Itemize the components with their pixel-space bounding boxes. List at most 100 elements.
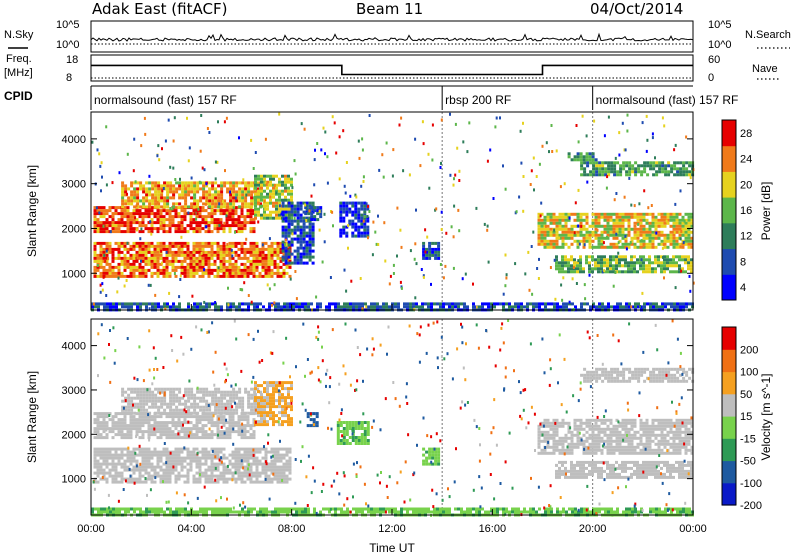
colorbar-tick: 50: [740, 389, 752, 401]
colorbar-swatch: [722, 222, 736, 250]
echo-region: [422, 241, 441, 260]
nsky-label: N.Sky: [4, 29, 34, 41]
echo-region: [537, 418, 694, 455]
ytick-label: 3000: [62, 179, 86, 191]
colorbar-tick: 8: [740, 256, 746, 268]
ytick-label: 1000: [62, 268, 86, 280]
echo-region: [254, 174, 293, 220]
time-axis: 00:00 04:00 08:00 12:00 16:00 20:00 00:00: [77, 304, 707, 535]
cpid-segment-label: rbsp 200 RF: [445, 93, 511, 107]
colorbar-swatch: [722, 349, 736, 373]
power-yticks: 1000 2000 3000 4000: [62, 134, 693, 280]
colorbar-tick: 28: [740, 128, 752, 140]
colorbar-tick: -15: [740, 433, 756, 445]
ytick-label: 3000: [62, 385, 86, 397]
echo-region: [555, 460, 693, 479]
power-colorbar-label: Power [dB]: [759, 182, 773, 241]
velocity-colorbar-label: Velocity [m s^-1]: [759, 374, 773, 461]
xaxis-label: Time UT: [369, 541, 415, 554]
xtick-label: 16:00: [479, 523, 507, 535]
nsky-tick-bottom: 10^0: [56, 39, 80, 51]
colorbar-swatch: [722, 482, 736, 506]
freq-trace: [91, 64, 693, 76]
echo-region: [306, 412, 319, 428]
xtick-label: 08:00: [278, 523, 306, 535]
colorbar-swatch: [722, 171, 736, 198]
colorbar-swatch: [722, 274, 736, 301]
echo-region: [339, 201, 370, 238]
colorbar-tick: 100: [740, 367, 758, 379]
cpid-segment-label: normalsound (fast) 157 RF: [94, 93, 237, 107]
velocity-yticks: 1000 2000 3000 4000: [62, 341, 693, 486]
xtick-label: 12:00: [378, 523, 406, 535]
nsky-trace: [90, 32, 694, 42]
colorbar-swatch: [722, 371, 736, 395]
nsky-tick-top: 10^5: [56, 19, 80, 31]
colorbar-tick: 15: [740, 411, 752, 423]
colorbar-tick: 4: [740, 282, 746, 294]
echo-region: [580, 367, 695, 383]
colorbar-swatch: [722, 248, 736, 275]
colorbar-swatch: [722, 145, 736, 172]
freq-tick-top: 18: [66, 54, 78, 66]
echo-region: [93, 447, 292, 484]
colorbar-tick: -200: [740, 500, 762, 512]
colorbar-tick: 200: [740, 344, 758, 356]
echo-region: [537, 212, 694, 249]
echo-region: [555, 255, 693, 274]
echo-region: [281, 201, 315, 265]
nave-tick-bottom: 0: [708, 72, 714, 84]
colorbar-swatch: [722, 197, 736, 224]
xtick-label: 04:00: [178, 523, 206, 535]
scatter-echoes: [92, 319, 693, 517]
nsky-traces: [90, 32, 694, 45]
ytick-label: 4000: [62, 134, 86, 146]
colorbar-swatch: [722, 438, 736, 462]
ytick-label: 2000: [62, 429, 86, 441]
nsearch-label: N.Search: [745, 29, 791, 41]
echo-region: [567, 152, 598, 162]
colorbar-swatch: [722, 393, 736, 417]
date-label: 04/Oct/2014: [590, 0, 683, 18]
xtick-label: 20:00: [579, 523, 607, 535]
colorbar-swatch: [722, 416, 736, 439]
echo-region: [121, 181, 263, 209]
ytick-label: 4000: [62, 341, 86, 353]
freq-frame: [90, 54, 694, 82]
cpid-segment-label: normalsound (fast) 157 RF: [596, 93, 739, 107]
plot-title: Adak East (fitACF): [92, 0, 227, 18]
velocity-ylabel: Slant Range [km]: [25, 371, 39, 463]
colorbar-swatch: [722, 120, 736, 147]
nsky-frame: [90, 20, 694, 53]
echo-region: [93, 241, 292, 278]
nsky-tick-bottom-right: 10^0: [708, 39, 732, 51]
colorbar-tick: 16: [740, 205, 752, 217]
freq-tick-bottom: 8: [66, 72, 72, 84]
colorbar-swatch: [722, 460, 736, 484]
freq-traces: [91, 64, 693, 79]
echo-region: [422, 447, 441, 466]
nsky-tick-top-right: 10^5: [708, 19, 732, 31]
xtick-label: 00:00: [679, 523, 707, 535]
echo-region: [580, 161, 695, 177]
velocity-colorbar: 200 100 50 15 -15 -50 -100 -200: [721, 326, 762, 512]
echo-region: [93, 206, 256, 234]
xtick-label: 00:00: [77, 523, 105, 535]
freq-label: Freq.: [6, 53, 32, 65]
velocity-panel: [91, 319, 695, 517]
colorbar-swatch: [722, 327, 736, 350]
power-colorbar: 28 24 20 16 12 8 4: [721, 119, 752, 301]
ytick-label: 1000: [62, 474, 86, 486]
power-ylabel: Slant Range [km]: [25, 165, 39, 257]
freq-unit-label: [MHz]: [4, 67, 33, 79]
ytick-label: 2000: [62, 223, 86, 235]
colorbar-tick: 20: [740, 179, 752, 191]
cpid-label: CPID: [4, 89, 33, 103]
echo-region: [93, 412, 256, 440]
beam-label: Beam 11: [356, 0, 423, 18]
colorbar-tick: -50: [740, 456, 756, 468]
nave-tick-top: 60: [708, 54, 720, 66]
echo-region: [254, 381, 293, 427]
nave-label: Nave: [752, 63, 778, 75]
